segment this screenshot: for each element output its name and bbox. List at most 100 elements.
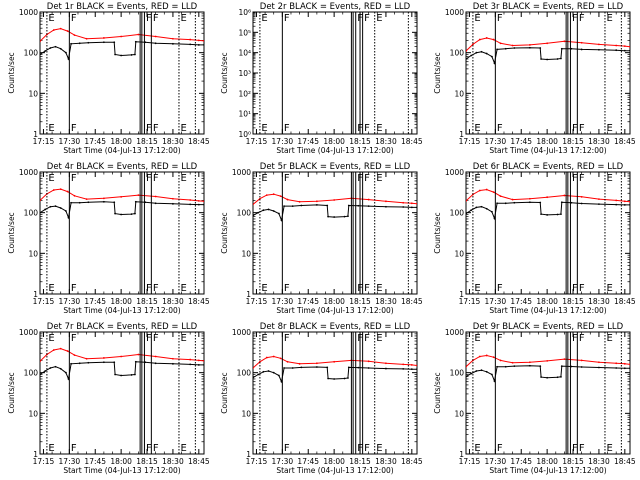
series-lld-point — [402, 363, 405, 366]
panel-data — [40, 172, 204, 294]
flag-label-bottom: F — [146, 283, 152, 294]
y-tick-label: 1000 — [19, 168, 38, 177]
plot-frame — [39, 331, 205, 455]
series-events-point — [120, 374, 123, 377]
series-events-point — [615, 367, 618, 369]
series-events-point — [470, 54, 473, 57]
series-events-point — [528, 364, 531, 367]
flag-label-top: E — [180, 13, 186, 24]
series-lld-point — [172, 37, 174, 40]
x-axis-label: Start Time (04-Jul-13 17:12:00) — [276, 146, 393, 155]
flag-label-top: F — [497, 333, 503, 344]
series-lld-point — [197, 39, 200, 42]
series-events-point — [315, 204, 318, 206]
series-lld-point — [478, 355, 481, 358]
panel-title: Det 7r BLACK = Events, RED = LLD — [47, 322, 198, 332]
series-events-point — [623, 204, 626, 206]
series-lld-point — [66, 190, 69, 193]
series-lld-point — [598, 43, 600, 46]
y-tick-label: 10 — [28, 89, 38, 98]
y-tick-label: 100 — [450, 209, 465, 218]
flag-label-top: E — [261, 173, 267, 184]
series-events-point — [480, 369, 483, 372]
series-events-point — [470, 209, 473, 212]
series-lld-point — [511, 198, 514, 201]
x-tick-label: 17:15 — [459, 297, 481, 306]
series-lld-point — [466, 365, 467, 368]
series-events-point — [277, 374, 280, 377]
y-tick-label: 10 — [454, 409, 464, 418]
y-tick-label: 100 — [24, 49, 39, 58]
y-axis-label: Counts/sec — [220, 212, 229, 253]
series-events-point — [64, 210, 67, 212]
x-tick-label: 17:30 — [485, 457, 507, 466]
series-lld-point — [40, 360, 41, 363]
y-tick-label: 100 — [237, 369, 252, 378]
x-axis-label: Start Time (04-Jul-13 17:12:00) — [489, 146, 606, 155]
series-events-point — [44, 50, 47, 52]
series-events-point — [598, 203, 600, 206]
x-tick-label: 18:30 — [375, 137, 397, 146]
series-events-point — [197, 44, 200, 46]
series-events-point — [546, 214, 549, 216]
series-events-point — [475, 206, 478, 209]
series-events-point — [496, 202, 498, 205]
series-lld-point — [546, 359, 549, 362]
series-events-point — [253, 376, 254, 379]
series-events-point — [556, 213, 559, 216]
x-axis-label: Start Time (04-Jul-13 17:12:00) — [63, 466, 180, 475]
series-events-point — [580, 48, 583, 51]
series-events-point — [114, 373, 116, 376]
flag-label-bottom: E — [606, 443, 612, 454]
flag-label-top: E — [474, 13, 480, 24]
series-lld-point — [66, 350, 69, 352]
series-events-point — [385, 367, 387, 370]
series-events-point — [78, 362, 81, 365]
x-tick-label: 17:30 — [59, 137, 81, 146]
series-events-point — [262, 209, 265, 212]
x-tick-label: 17:30 — [272, 137, 294, 146]
series-lld-point — [629, 200, 630, 203]
series-lld-point — [563, 358, 566, 361]
series-events-point — [466, 212, 467, 215]
x-tick-label: 18:15 — [136, 297, 158, 306]
series-events-line — [40, 361, 204, 381]
series-events-point — [78, 42, 81, 45]
series-events-point — [343, 377, 346, 380]
series-events-point — [203, 203, 204, 206]
series-events-point — [580, 202, 583, 205]
flag-label-top: E — [606, 333, 612, 344]
y-tick-label: 1000 — [445, 8, 464, 17]
series-events-line — [253, 366, 417, 384]
series-lld-point — [272, 355, 275, 358]
flag-label-bottom: E — [474, 123, 480, 134]
series-events-point — [560, 365, 563, 368]
series-events-point — [560, 201, 563, 204]
y-tick-label: 1000 — [445, 168, 464, 177]
series-lld-point — [333, 199, 336, 201]
series-events-point — [49, 367, 52, 369]
flag-label-bottom: E — [261, 443, 267, 454]
series-events-point — [130, 213, 133, 216]
flag-label-bottom: F — [71, 283, 77, 294]
flag-label-top: E — [180, 173, 186, 184]
flag-label-bottom: E — [606, 283, 612, 294]
x-tick-label: 17:15 — [246, 457, 268, 466]
series-events-point — [598, 48, 600, 51]
x-tick-label: 17:15 — [33, 137, 55, 146]
series-lld-point — [137, 33, 140, 36]
x-tick-label: 18:30 — [162, 457, 184, 466]
x-tick-label: 18:00 — [323, 137, 345, 146]
series-lld-point — [598, 361, 600, 364]
plot-frame — [252, 171, 418, 295]
panel-data — [40, 332, 204, 454]
x-tick-label: 17:45 — [84, 137, 106, 146]
series-events-point — [480, 50, 483, 53]
flag-label-top: E — [376, 173, 382, 184]
flag-label-top: F — [146, 333, 152, 344]
flag-label-bottom: F — [497, 123, 503, 134]
series-events-line — [40, 41, 204, 61]
series-events-point — [416, 206, 417, 209]
series-lld-point — [265, 356, 268, 359]
series-events-point — [203, 44, 204, 46]
